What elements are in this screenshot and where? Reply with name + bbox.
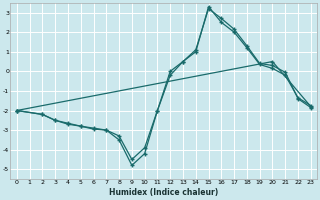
X-axis label: Humidex (Indice chaleur): Humidex (Indice chaleur) (109, 188, 219, 197)
